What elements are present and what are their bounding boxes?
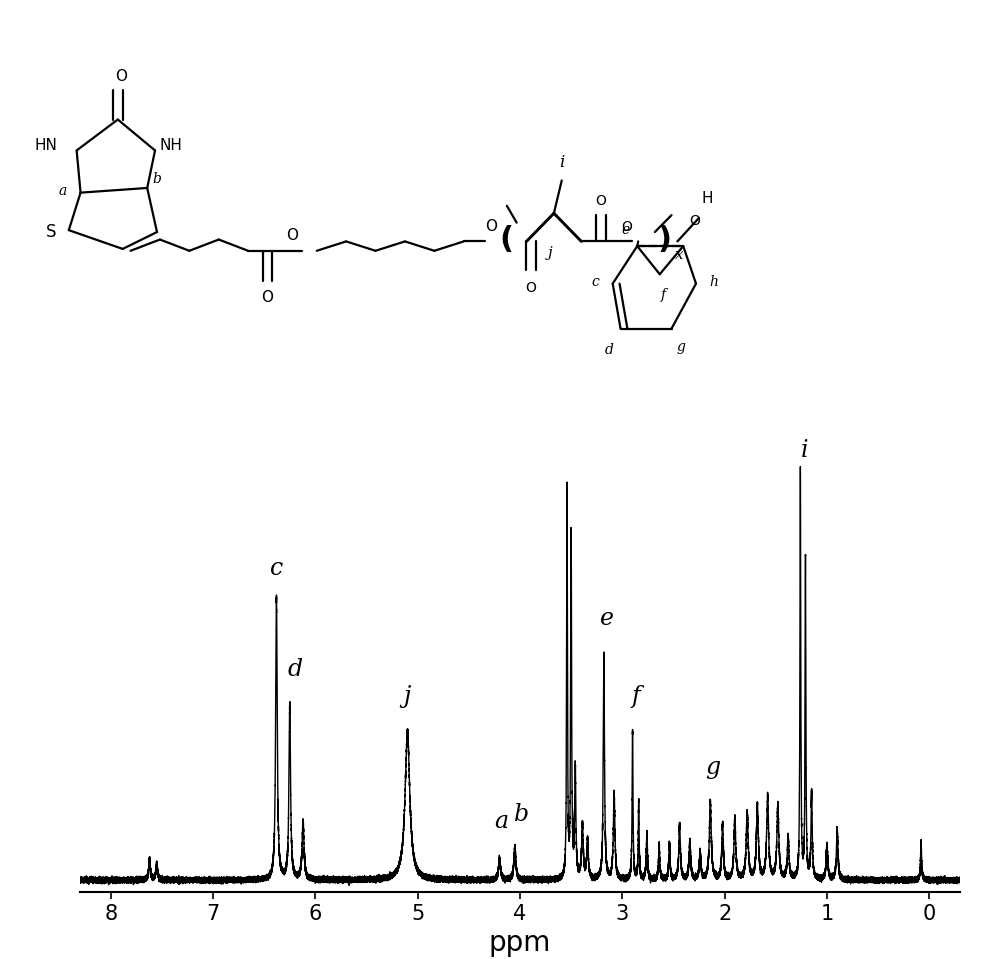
Text: d: d [287,658,302,681]
Text: f: f [661,289,666,302]
Text: c: c [270,556,283,579]
Text: h: h [710,274,719,289]
Text: O: O [485,219,497,234]
Text: b: b [514,803,530,826]
Text: O: O [689,214,700,228]
Text: H: H [701,191,713,206]
Text: i: i [559,154,564,171]
Text: ): ) [658,225,672,254]
Text: NH: NH [160,138,183,153]
Text: O: O [115,69,127,83]
Text: b: b [153,172,161,186]
Text: O: O [525,281,536,294]
Text: (: ( [500,225,514,254]
Text: O: O [261,291,273,305]
Text: x: x [675,248,684,263]
Text: O: O [596,194,606,208]
Text: S: S [46,223,56,241]
Text: a: a [495,810,509,833]
Text: O: O [621,220,632,234]
Text: j: j [404,686,411,709]
Text: f: f [631,686,640,709]
Text: i: i [801,439,808,462]
Text: e: e [600,607,614,630]
Text: c: c [591,274,599,289]
Text: HN: HN [34,138,57,153]
Text: e: e [621,222,630,237]
Text: O: O [286,228,298,244]
X-axis label: ppm: ppm [489,929,551,957]
Text: g: g [677,339,686,354]
Text: j: j [548,246,553,260]
Text: d: d [604,342,613,357]
Text: g: g [705,756,720,779]
Text: a: a [59,184,67,198]
